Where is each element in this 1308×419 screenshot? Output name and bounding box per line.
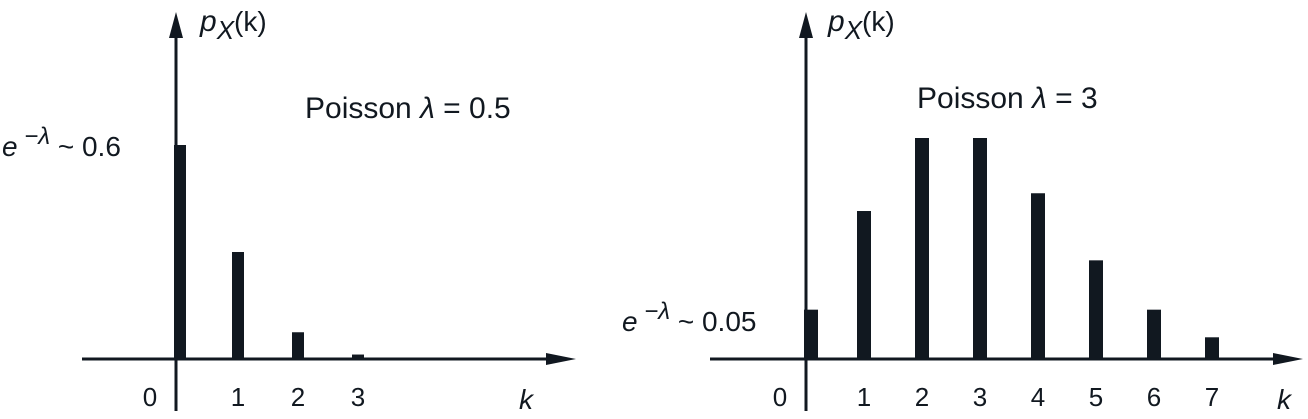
annotation-exponent: −λ: [638, 298, 671, 325]
annotation-base: e: [2, 131, 18, 162]
bar-k-3: [352, 354, 364, 359]
y-axis-label: pX(k): [827, 5, 895, 45]
y-axis-label-sub: X: [844, 15, 864, 45]
x-tick-label: 7: [1205, 382, 1219, 412]
y-axis-arrow-icon: [169, 12, 183, 38]
bar-k-5: [1089, 260, 1103, 359]
y-axis-label-main: p: [199, 5, 217, 38]
chart-title-rest: = 0.5: [435, 92, 511, 125]
annotation-e-lambda: e −λ ~ 0.05: [622, 298, 756, 337]
x-axis-label: k: [1277, 384, 1293, 415]
x-tick-label: 6: [1147, 382, 1161, 412]
x-tick-label: 0: [773, 382, 787, 412]
chart-title-prefix: Poisson: [305, 92, 420, 125]
bar-k-2: [292, 332, 304, 359]
bar-k-2: [915, 138, 929, 359]
y-axis-label-sub: X: [216, 15, 236, 45]
bar-k-0: [174, 145, 186, 359]
x-axis-arrow-icon: [546, 353, 576, 365]
chart-title: Poisson λ = 3: [917, 82, 1098, 115]
bar-k-6: [1147, 309, 1161, 359]
chart-poisson-right: 0 1 2 3 4 5 6 7 k pX(k) Poisson λ = 3 e −λ ~ 0.05: [622, 5, 1303, 415]
bar-k-3: [973, 138, 987, 359]
chart-poisson-left: 0 1 2 3 k pX(k) Poisson λ = 0.5 e −λ ~ 0.6: [2, 5, 576, 415]
chart-title: Poisson λ = 0.5: [305, 92, 511, 125]
annotation-rest: ~ 0.6: [50, 131, 121, 162]
x-tick-label: 2: [291, 382, 305, 412]
y-axis-label: pX(k): [199, 5, 267, 45]
bar-k-0: [804, 309, 818, 359]
chart-title-lambda: λ: [418, 92, 435, 125]
chart-title-lambda: λ: [1030, 82, 1047, 115]
x-tick-label: 3: [351, 382, 365, 412]
annotation-e-lambda: e −λ ~ 0.6: [2, 123, 121, 162]
y-axis-label-arg: (k): [862, 6, 895, 37]
y-axis-arrow-icon: [799, 12, 813, 38]
x-tick-label: 0: [143, 382, 157, 412]
annotation-base: e: [622, 306, 638, 337]
y-axis-label-arg: (k): [234, 6, 267, 37]
bar-k-4: [1031, 193, 1045, 359]
x-tick-label: 1: [231, 382, 245, 412]
annotation-exponent: −λ: [18, 123, 51, 150]
x-tick-label: 3: [973, 382, 987, 412]
x-axis-arrow-icon: [1273, 353, 1303, 365]
x-tick-label: 5: [1089, 382, 1103, 412]
chart-title-prefix: Poisson: [917, 82, 1032, 115]
y-axis-label-main: p: [827, 5, 845, 38]
annotation-rest: ~ 0.05: [670, 306, 756, 337]
x-axis-label: k: [519, 384, 535, 415]
x-tick-label: 2: [915, 382, 929, 412]
bar-k-1: [232, 252, 244, 359]
bar-k-1: [857, 211, 871, 359]
x-tick-label: 1: [857, 382, 871, 412]
chart-title-rest: = 3: [1047, 82, 1098, 115]
bar-k-7: [1205, 337, 1219, 359]
x-tick-label: 4: [1031, 382, 1045, 412]
